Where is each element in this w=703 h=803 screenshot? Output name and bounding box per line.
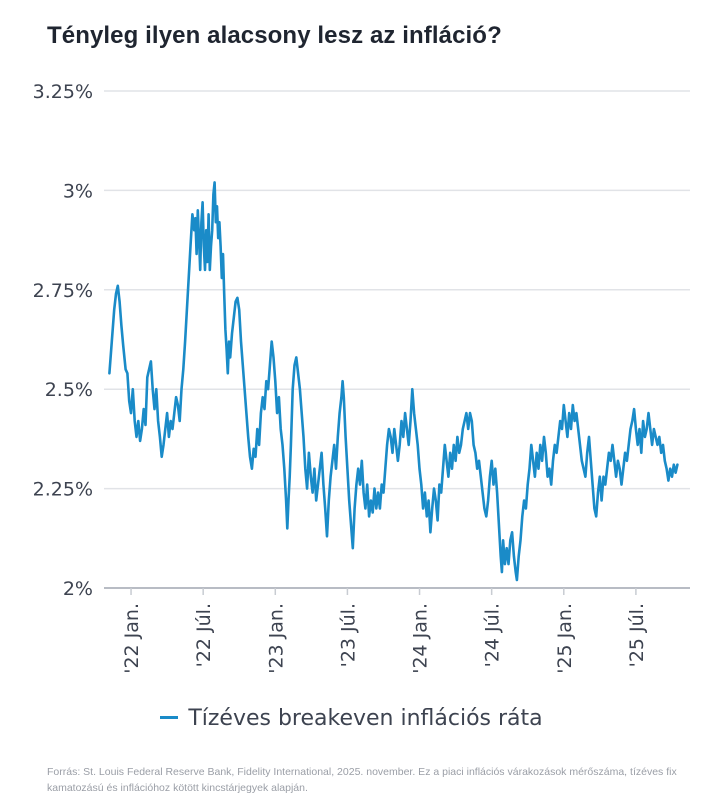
y-tick-label: 2.25% bbox=[33, 479, 93, 501]
chart-title: Tényleg ilyen alacsony lesz az infláció? bbox=[47, 22, 502, 49]
x-tick-label: '24 Júl. bbox=[482, 603, 504, 667]
y-axis-ticks: 2% 2.25% 2.5% 2.75% 3% 3.25% bbox=[33, 81, 93, 600]
x-tick-label: '25 Júl. bbox=[626, 603, 648, 667]
y-tick-label: 3% bbox=[63, 180, 93, 202]
y-tick-label: 3.25% bbox=[33, 81, 93, 103]
series-line-breakeven-inflation bbox=[108, 181, 679, 582]
x-axis: '22 Jan. '22 Júl. '23 Jan. '23 Júl. '24 Jan.… bbox=[104, 587, 690, 674]
y-tick-label: 2.75% bbox=[33, 280, 93, 302]
chart: 2% 2.25% 2.5% 2.75% 3% 3.25% '22 Jan. '22 Júl.… bbox=[33, 81, 690, 674]
x-tick-label: '22 Jan. bbox=[121, 603, 143, 674]
x-tick-label: '24 Jan. bbox=[410, 603, 432, 674]
legend: Tízéves breakeven inflációs ráta bbox=[0, 706, 703, 731]
x-tick-label: '25 Jan. bbox=[554, 603, 576, 674]
x-tick-label: '23 Júl. bbox=[337, 603, 359, 667]
gridlines bbox=[104, 90, 690, 490]
y-tick-label: 2.5% bbox=[45, 379, 93, 401]
x-tick-label: '22 Júl. bbox=[193, 603, 215, 667]
series-layer bbox=[108, 181, 679, 582]
source-footnote: Forrás: St. Louis Federal Reserve Bank, … bbox=[47, 766, 677, 794]
legend-swatch-icon bbox=[160, 715, 179, 719]
legend-label: Tízéves breakeven inflációs ráta bbox=[188, 706, 543, 731]
y-tick-label: 2% bbox=[63, 578, 93, 600]
x-tick-label: '23 Jan. bbox=[265, 603, 287, 674]
